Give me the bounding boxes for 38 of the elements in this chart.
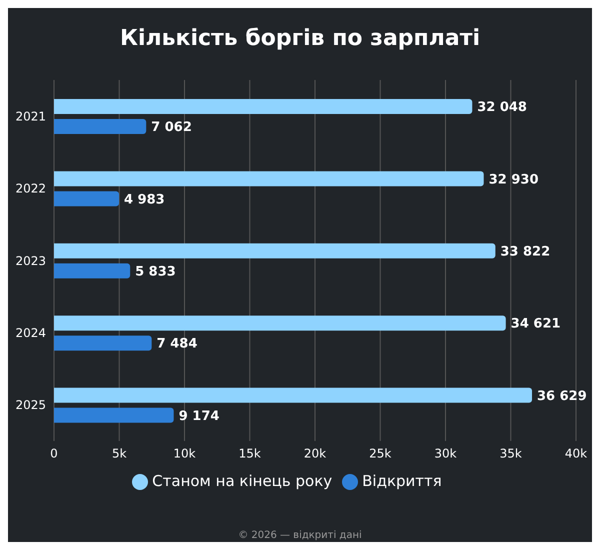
text: © 2026 — відкриті дані bbox=[237, 530, 363, 541]
data-label: 7 484 bbox=[156, 336, 198, 352]
bar bbox=[54, 316, 506, 331]
data-label: 32 930 bbox=[488, 172, 538, 188]
legend-label: Станом на кінець року bbox=[152, 472, 332, 490]
data-label: 5 833 bbox=[135, 264, 176, 280]
x-tick-label: 40k bbox=[564, 446, 588, 461]
bar bbox=[54, 336, 152, 351]
bar bbox=[54, 99, 472, 114]
data-label: 33 822 bbox=[500, 244, 550, 260]
y-tick-label: 2025 bbox=[15, 398, 46, 412]
x-tick-label: 35k bbox=[500, 446, 522, 461]
data-label: 32 048 bbox=[477, 100, 527, 116]
chart-title: Кількість боргів по зарплаті bbox=[118, 25, 482, 53]
y-tick-label: 2021 bbox=[15, 109, 46, 124]
y-tick-label: 2024 bbox=[15, 326, 46, 340]
x-tick-label: 0 bbox=[50, 446, 58, 461]
x-tick-label: 30k bbox=[434, 446, 457, 461]
bar bbox=[54, 408, 174, 423]
x-tick-label: 25k bbox=[369, 446, 392, 461]
x-tick-label: 15k bbox=[238, 446, 261, 461]
bar bbox=[54, 388, 532, 403]
x-tick-label: 5k bbox=[112, 446, 127, 461]
data-label: 34 621 bbox=[510, 316, 561, 332]
bar bbox=[54, 171, 484, 186]
data-label: 9 174 bbox=[178, 408, 220, 424]
y-tick-label: 2022 bbox=[15, 182, 46, 196]
x-tick-label: 20k bbox=[304, 446, 326, 461]
bar bbox=[54, 243, 496, 258]
bar bbox=[54, 119, 146, 134]
data-label: 4 983 bbox=[124, 192, 165, 208]
x-tick-label: 10k bbox=[173, 446, 196, 461]
bar bbox=[54, 263, 130, 278]
bar bbox=[54, 191, 120, 206]
legend-label: Відкриття bbox=[362, 472, 442, 490]
data-label: 36 629 bbox=[537, 388, 587, 404]
y-tick-label: 2023 bbox=[15, 254, 46, 268]
data-label: 7 062 bbox=[151, 120, 192, 136]
